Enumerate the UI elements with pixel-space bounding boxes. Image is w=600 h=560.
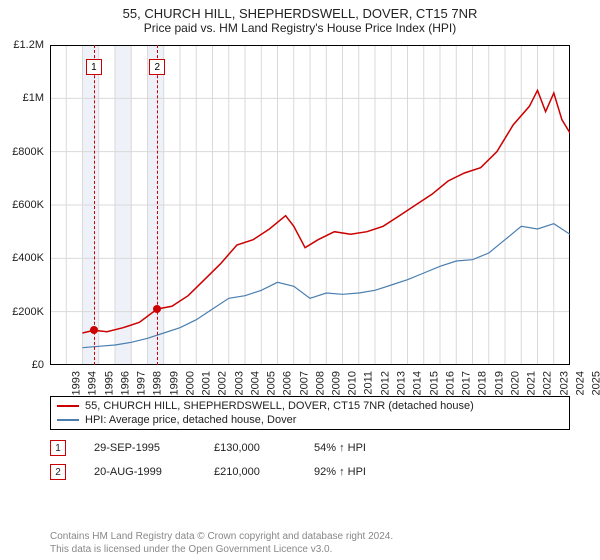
- sale-marker-box: 1: [50, 440, 66, 456]
- x-tick-label: 1996: [119, 371, 131, 395]
- sale-date: 20-AUG-1999: [94, 466, 214, 478]
- sale-row: 1 29-SEP-1995£130,00054% ↑ HPI: [50, 436, 570, 460]
- sale-marker-label: 1: [86, 59, 102, 75]
- sale-row: 2 20-AUG-1999£210,00092% ↑ HPI: [50, 460, 570, 484]
- x-tick-label: 2015: [428, 371, 440, 395]
- x-tick-label: 2018: [477, 371, 489, 395]
- y-tick-label: £0: [32, 359, 44, 371]
- sale-pct: 54% ↑ HPI: [314, 442, 366, 454]
- x-tick-label: 2010: [347, 371, 359, 395]
- attribution-footer: Contains HM Land Registry data © Crown c…: [50, 530, 393, 556]
- x-tick-label: 2003: [233, 371, 245, 395]
- legend-swatch: [57, 419, 79, 421]
- x-tick-label: 1997: [135, 371, 147, 395]
- plot-area: £0£200K£400K£600K£800K£1M£1.2M1993199419…: [50, 45, 570, 365]
- sale-dot: [153, 305, 161, 313]
- x-tick-label: 1993: [70, 371, 82, 395]
- x-tick-label: 2022: [542, 371, 554, 395]
- sale-marker-label: 2: [149, 59, 165, 75]
- x-tick-label: 1999: [168, 371, 180, 395]
- legend-item: 55, CHURCH HILL, SHEPHERDSWELL, DOVER, C…: [57, 399, 563, 413]
- x-tick-label: 1998: [152, 371, 164, 395]
- x-tick-label: 2011: [362, 371, 374, 395]
- x-tick-label: 2013: [395, 371, 407, 395]
- x-tick-label: 2024: [574, 371, 586, 395]
- sale-price: £130,000: [214, 442, 314, 454]
- chart-title: 55, CHURCH HILL, SHEPHERDSWELL, DOVER, C…: [0, 0, 600, 21]
- x-tick-label: 2007: [298, 371, 310, 395]
- legend-swatch: [57, 405, 79, 407]
- sale-dot: [90, 326, 98, 334]
- y-tick-label: £800K: [12, 146, 44, 158]
- x-tick-label: 2019: [493, 371, 505, 395]
- legend-item: HPI: Average price, detached house, Dove…: [57, 413, 563, 427]
- x-tick-label: 2000: [184, 371, 196, 395]
- x-tick-label: 2021: [525, 371, 537, 395]
- x-tick-label: 2025: [590, 371, 600, 395]
- footer-line: Contains HM Land Registry data © Crown c…: [50, 530, 393, 543]
- y-tick-label: £1M: [23, 92, 44, 104]
- x-tick-label: 2002: [217, 371, 229, 395]
- sale-marker-box: 2: [50, 464, 66, 480]
- x-tick-label: 2006: [282, 371, 294, 395]
- x-tick-label: 2009: [330, 371, 342, 395]
- y-tick-label: £600K: [12, 199, 44, 211]
- legend-box: 55, CHURCH HILL, SHEPHERDSWELL, DOVER, C…: [50, 396, 570, 430]
- x-tick-label: 2004: [249, 371, 261, 395]
- x-tick-label: 2001: [200, 371, 212, 395]
- sale-date: 29-SEP-1995: [94, 442, 214, 454]
- chart-svg: [50, 45, 570, 365]
- x-tick-label: 2014: [412, 371, 424, 395]
- x-tick-label: 2016: [444, 371, 456, 395]
- x-tick-label: 2005: [265, 371, 277, 395]
- sale-vline: [157, 45, 158, 365]
- y-tick-label: £400K: [12, 252, 44, 264]
- x-tick-label: 2012: [379, 371, 391, 395]
- x-tick-label: 2023: [558, 371, 570, 395]
- sale-price: £210,000: [214, 466, 314, 478]
- sales-table: 1 29-SEP-1995£130,00054% ↑ HPI 2 20-AUG-199…: [50, 436, 570, 484]
- x-tick-label: 1995: [103, 371, 115, 395]
- x-tick-label: 2020: [509, 371, 521, 395]
- legend-label: HPI: Average price, detached house, Dove…: [85, 414, 296, 426]
- chart-subtitle: Price paid vs. HM Land Registry's House …: [0, 21, 600, 39]
- x-tick-label: 1994: [87, 371, 99, 395]
- y-tick-label: £200K: [12, 306, 44, 318]
- sale-pct: 92% ↑ HPI: [314, 466, 366, 478]
- footer-line: This data is licensed under the Open Gov…: [50, 543, 393, 556]
- x-tick-label: 2008: [314, 371, 326, 395]
- legend-label: 55, CHURCH HILL, SHEPHERDSWELL, DOVER, C…: [85, 400, 474, 412]
- sale-vline: [94, 45, 95, 365]
- y-tick-label: £1.2M: [13, 39, 44, 51]
- x-tick-label: 2017: [460, 371, 472, 395]
